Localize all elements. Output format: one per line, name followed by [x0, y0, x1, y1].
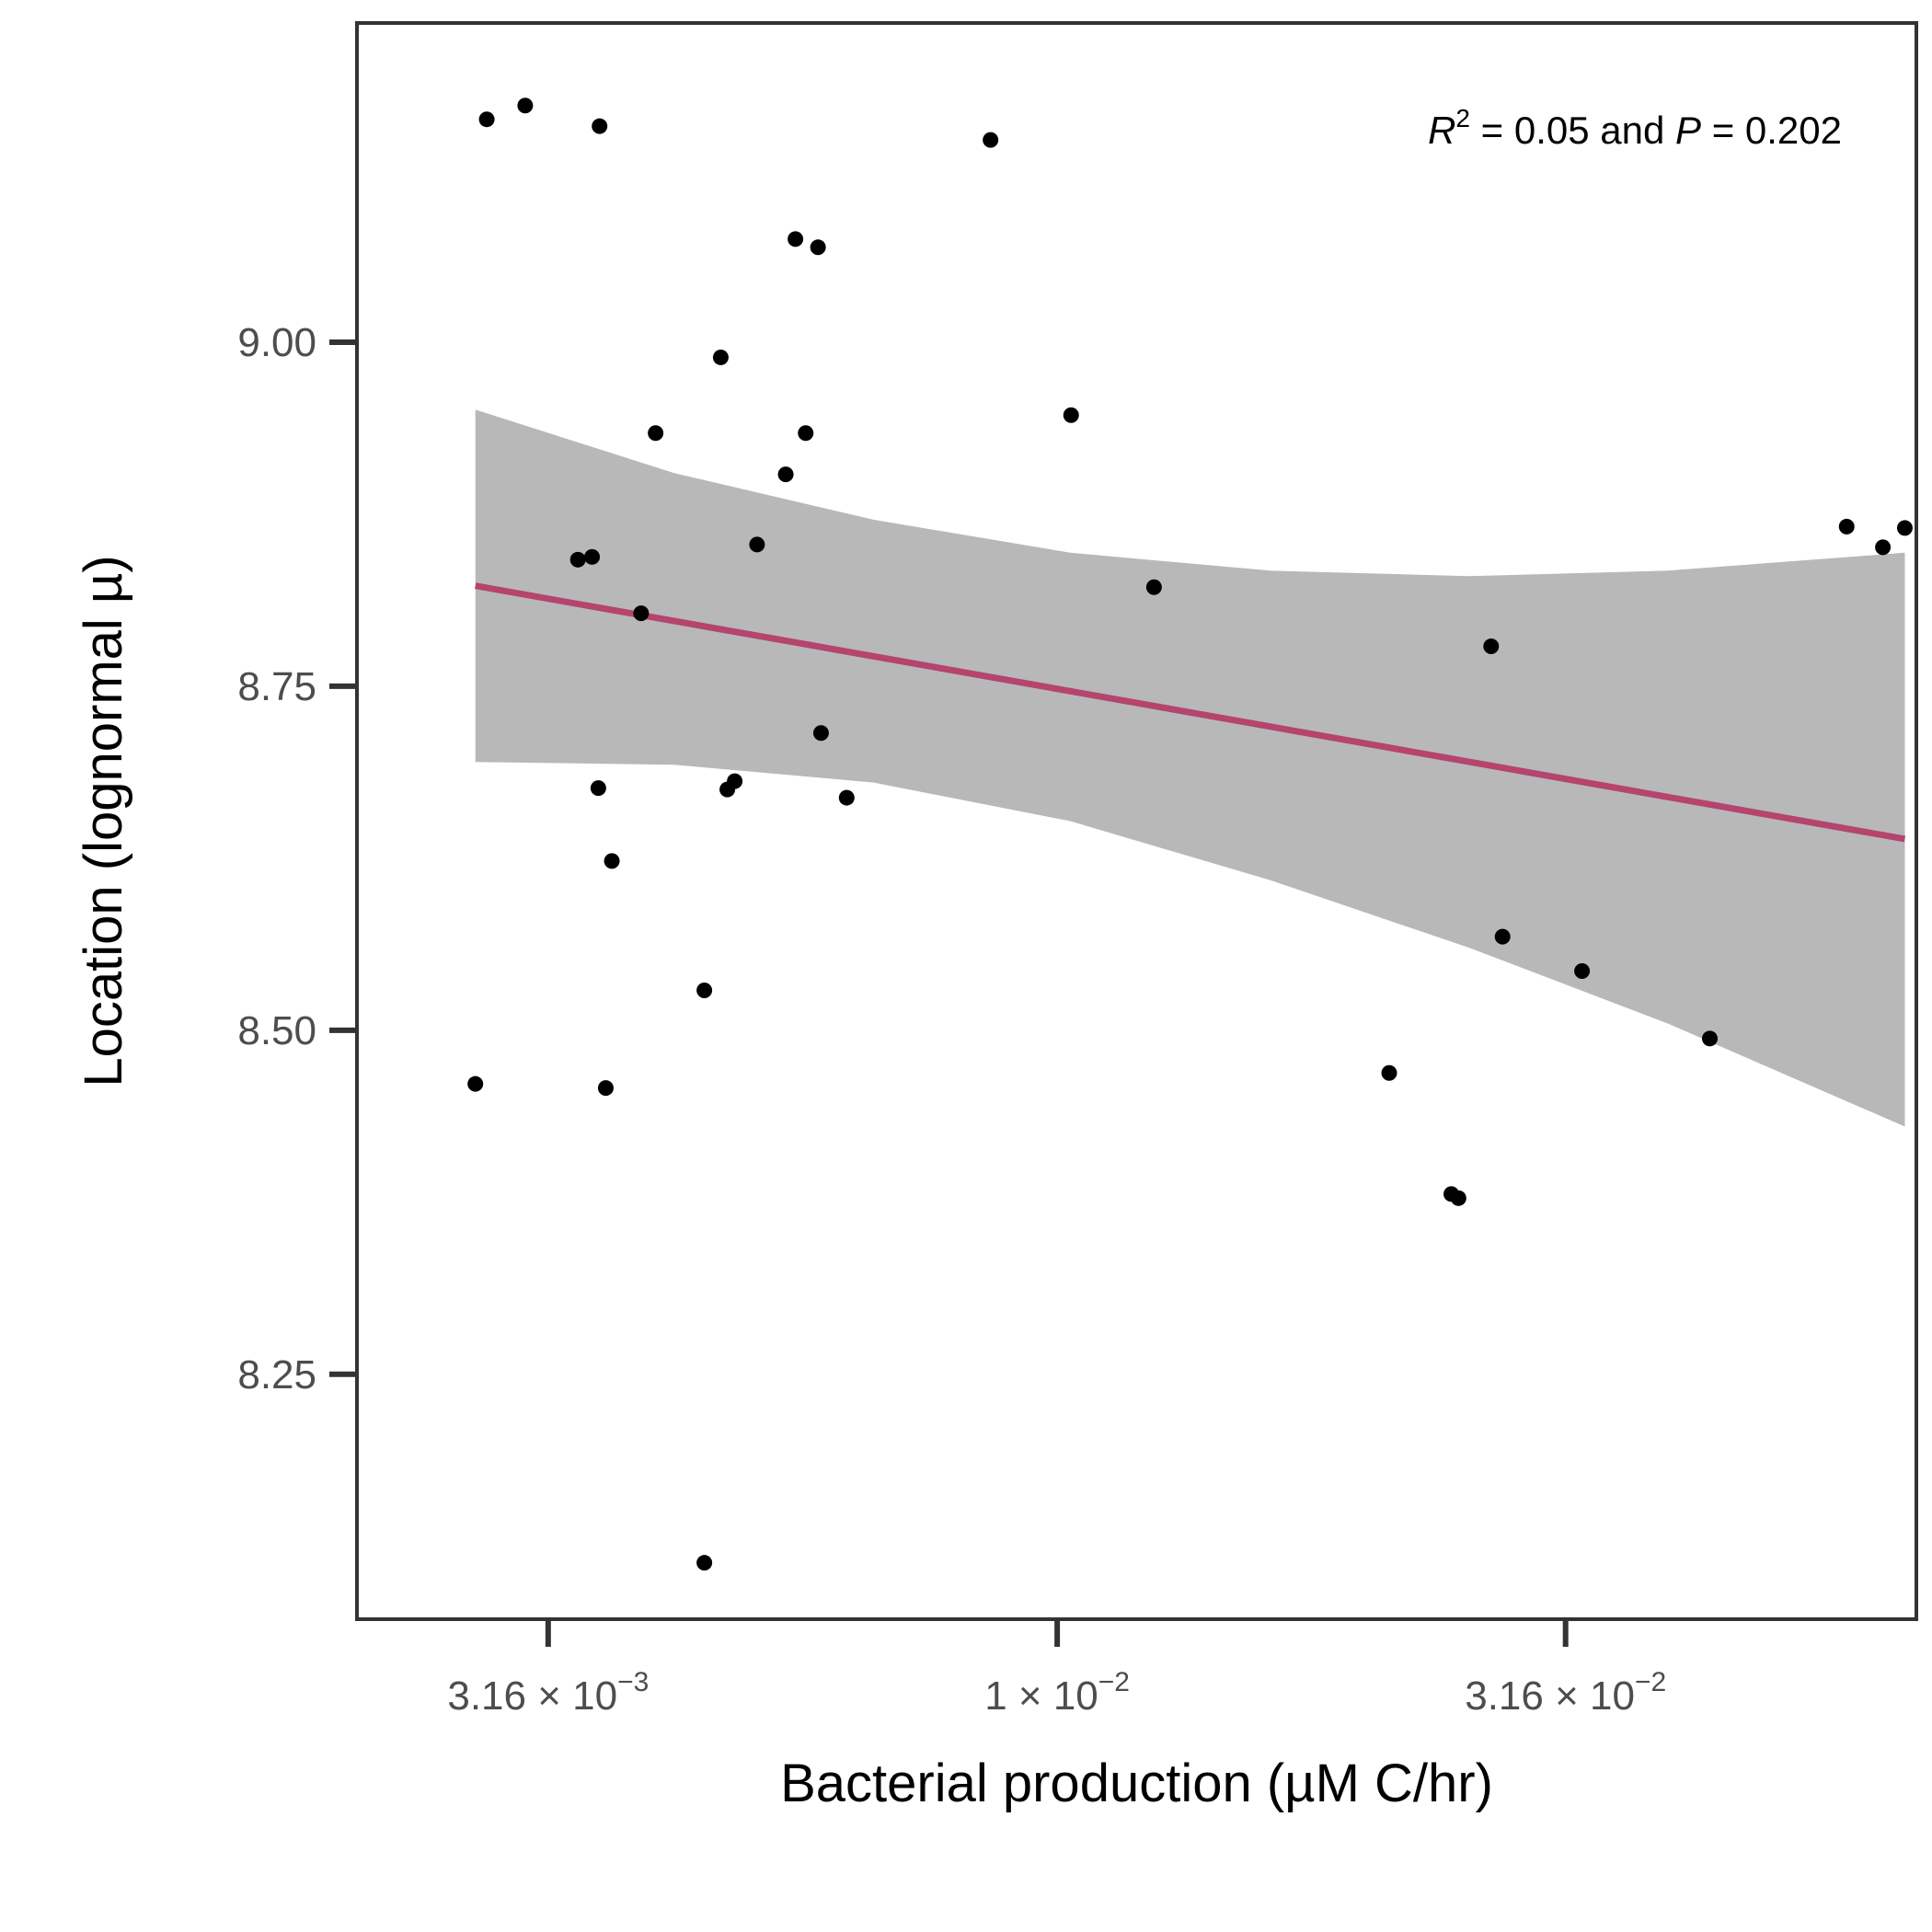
data-point — [569, 551, 586, 568]
data-point — [1381, 1064, 1397, 1081]
x-tick-label: 1 × 10−2 — [984, 1667, 1130, 1719]
data-point — [633, 605, 650, 622]
confidence-band-layer — [475, 409, 1905, 1127]
data-point — [597, 1080, 614, 1097]
data-point — [1875, 539, 1892, 556]
p-symbol: P — [1675, 109, 1701, 152]
data-point — [777, 466, 794, 483]
stats-annotation: R2 = 0.05 and P = 0.202 — [1428, 104, 1842, 152]
data-point — [467, 1075, 484, 1092]
data-point — [838, 789, 855, 806]
data-point — [727, 773, 743, 789]
x-axis-title: Bacterial production (µM C/hr) — [780, 1754, 1493, 1813]
data-point — [810, 239, 826, 256]
data-point — [1574, 963, 1591, 980]
x-axis: 3.16 × 10−3 1 × 10−2 3.16 × 10−2 — [447, 1619, 1666, 1719]
data-point — [712, 349, 729, 365]
data-point — [648, 425, 664, 442]
data-point — [1702, 1030, 1719, 1047]
r-value-text: = 0.05 and — [1470, 109, 1675, 152]
r-symbol: R — [1428, 109, 1455, 152]
data-point — [590, 780, 606, 797]
data-point — [592, 118, 608, 134]
points-layer — [467, 98, 1913, 1571]
data-point — [696, 1555, 713, 1571]
panel-border — [355, 21, 1918, 1621]
fit-line — [475, 582, 1906, 843]
data-point — [1896, 520, 1913, 536]
data-point — [478, 111, 495, 128]
fit-line-layer — [475, 582, 1906, 843]
data-point — [1145, 579, 1162, 595]
x-tick-label: 3.16 × 10−3 — [447, 1667, 649, 1719]
data-point — [1063, 407, 1079, 423]
confidence-band — [475, 409, 1905, 1127]
y-tick-label: 8.50 — [237, 1008, 316, 1053]
data-point — [749, 536, 765, 553]
data-point — [983, 132, 999, 148]
x-tick-label: 3.16 × 10−2 — [1465, 1667, 1666, 1719]
data-point — [788, 231, 804, 247]
data-point — [584, 548, 601, 565]
y-tick-label: 9.00 — [237, 320, 316, 365]
data-point — [696, 982, 713, 998]
r-exponent: 2 — [1455, 104, 1470, 132]
y-tick-label: 8.75 — [237, 664, 316, 709]
data-point — [1494, 928, 1511, 945]
data-point — [812, 725, 829, 742]
data-point — [1450, 1190, 1466, 1206]
data-point — [1838, 518, 1855, 535]
data-point — [604, 853, 620, 869]
p-value-text: = 0.202 — [1701, 109, 1842, 152]
y-axis: 8.25 8.50 8.75 9.00 — [237, 320, 357, 1397]
y-axis-title: Location (lognormal µ) — [74, 555, 133, 1087]
data-point — [798, 425, 814, 442]
y-tick-label: 8.25 — [237, 1352, 316, 1397]
data-point — [517, 98, 534, 114]
data-point — [1483, 638, 1500, 655]
